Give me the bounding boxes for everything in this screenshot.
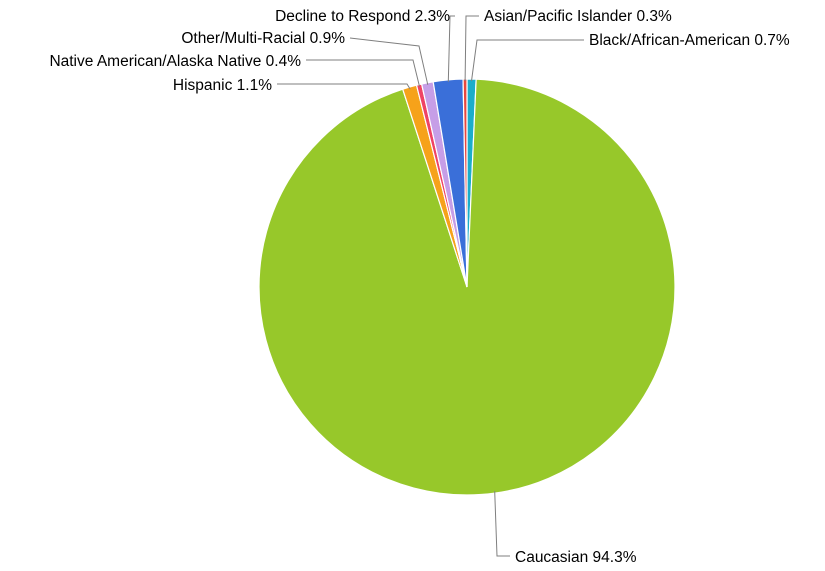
leader-line-asian-pacific-islander [464, 15, 479, 82]
data-label-other-multi-racial: Other/Multi-Racial 0.9% [181, 30, 345, 47]
slices-layer [258, 78, 676, 496]
leader-line-native-american-alaska-native [306, 59, 420, 87]
leader-line-caucasian [494, 491, 510, 557]
data-label-asian-pacific-islander: Asian/Pacific Islander 0.3% [484, 8, 672, 25]
data-label-caucasian: Caucasian 94.3% [515, 549, 637, 566]
labels-layer: Black/African-American 0.7% Caucasian 94.… [49, 8, 789, 566]
leader-line-black-african-american [471, 39, 584, 82]
data-label-hispanic: Hispanic 1.1% [173, 77, 272, 94]
data-label-native-american-alaska-native: Native American/Alaska Native 0.4% [49, 53, 301, 70]
leader-line-hispanic [277, 83, 411, 90]
leader-lines-layer [277, 15, 584, 557]
leader-line-other-multi-racial [349, 37, 429, 85]
data-label-decline-to-respond: Decline to Respond 2.3% [275, 8, 450, 25]
leader-line-decline-to-respond [447, 15, 455, 82]
data-label-black-african-american: Black/African-American 0.7% [589, 32, 790, 49]
